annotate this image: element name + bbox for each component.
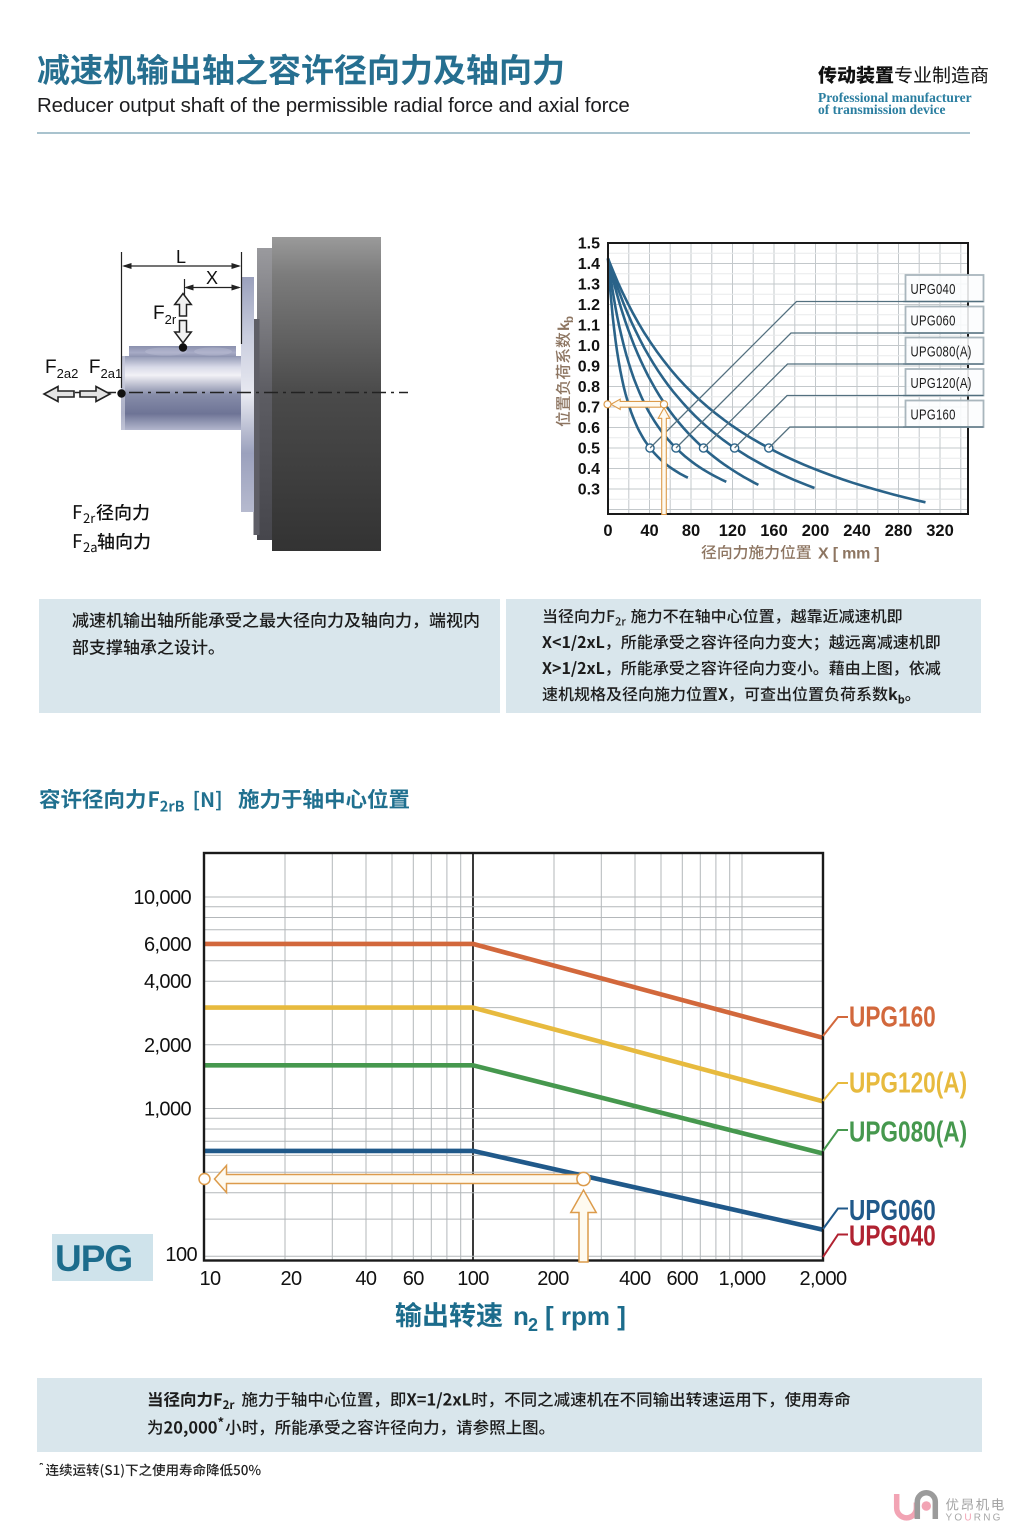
svg-text:0.6: 0.6 bbox=[578, 420, 600, 437]
svg-text:UPG080(A): UPG080(A) bbox=[849, 1115, 967, 1148]
svg-text:120: 120 bbox=[719, 522, 747, 540]
svg-text:0.5: 0.5 bbox=[578, 441, 600, 458]
svg-text:UPG160: UPG160 bbox=[849, 1000, 936, 1033]
svg-text:1.2: 1.2 bbox=[578, 297, 600, 314]
svg-text:160: 160 bbox=[760, 522, 788, 540]
svg-text:b: b bbox=[564, 316, 575, 323]
svg-text:0.9: 0.9 bbox=[578, 359, 600, 376]
svg-text:0.8: 0.8 bbox=[578, 379, 600, 396]
svg-text:1.3: 1.3 bbox=[578, 277, 600, 294]
svg-text:320: 320 bbox=[926, 522, 954, 540]
svg-text:1,000: 1,000 bbox=[718, 1268, 766, 1290]
svg-text:0.7: 0.7 bbox=[578, 400, 600, 417]
svg-text:0.4: 0.4 bbox=[578, 461, 600, 478]
svg-text:UPG: UPG bbox=[55, 1238, 132, 1279]
svg-text:80: 80 bbox=[682, 522, 700, 540]
svg-text:10,000: 10,000 bbox=[133, 887, 191, 909]
svg-text:4,000: 4,000 bbox=[144, 971, 192, 993]
svg-text:YOURNG: YOURNG bbox=[946, 1513, 1003, 1524]
svg-text:6,000: 6,000 bbox=[144, 934, 192, 956]
svg-text:1.4: 1.4 bbox=[578, 256, 600, 273]
svg-text:0.3: 0.3 bbox=[578, 482, 600, 499]
svg-text:100: 100 bbox=[165, 1244, 197, 1266]
svg-text:1.5: 1.5 bbox=[578, 236, 600, 253]
svg-text:600: 600 bbox=[667, 1268, 699, 1290]
svg-text:UPG160: UPG160 bbox=[911, 406, 956, 423]
svg-text:240: 240 bbox=[843, 522, 871, 540]
svg-text:[ rpm ]: [ rpm ] bbox=[545, 1302, 626, 1331]
svg-text:UPG120(A): UPG120(A) bbox=[911, 375, 972, 392]
svg-text:280: 280 bbox=[885, 522, 913, 540]
svg-text:X [ mm ]: X [ mm ] bbox=[818, 546, 880, 563]
svg-text:40: 40 bbox=[355, 1268, 377, 1290]
svg-text:20: 20 bbox=[280, 1268, 302, 1290]
svg-text:UPG040: UPG040 bbox=[911, 281, 956, 298]
svg-text:0: 0 bbox=[603, 522, 612, 540]
svg-text:60: 60 bbox=[403, 1268, 425, 1290]
svg-text:1.1: 1.1 bbox=[578, 318, 600, 335]
svg-text:10: 10 bbox=[199, 1268, 221, 1290]
svg-text:UPG080(A): UPG080(A) bbox=[911, 343, 972, 360]
svg-text:UPG060: UPG060 bbox=[911, 312, 956, 329]
svg-text:200: 200 bbox=[537, 1268, 569, 1290]
svg-text:200: 200 bbox=[802, 522, 830, 540]
svg-text:2: 2 bbox=[528, 1315, 538, 1335]
svg-text:UPG060: UPG060 bbox=[849, 1193, 936, 1226]
svg-text:n: n bbox=[513, 1302, 529, 1331]
svg-text:k: k bbox=[556, 322, 573, 331]
svg-text:1,000: 1,000 bbox=[144, 1099, 192, 1121]
svg-text:UPG040: UPG040 bbox=[849, 1219, 936, 1252]
svg-text:UPG120(A): UPG120(A) bbox=[849, 1066, 967, 1099]
svg-text:40: 40 bbox=[640, 522, 658, 540]
svg-text:1.0: 1.0 bbox=[578, 338, 600, 355]
svg-text:100: 100 bbox=[457, 1268, 489, 1290]
svg-text:2,000: 2,000 bbox=[799, 1268, 847, 1290]
svg-text:2,000: 2,000 bbox=[144, 1035, 192, 1057]
svg-text:400: 400 bbox=[619, 1268, 651, 1290]
